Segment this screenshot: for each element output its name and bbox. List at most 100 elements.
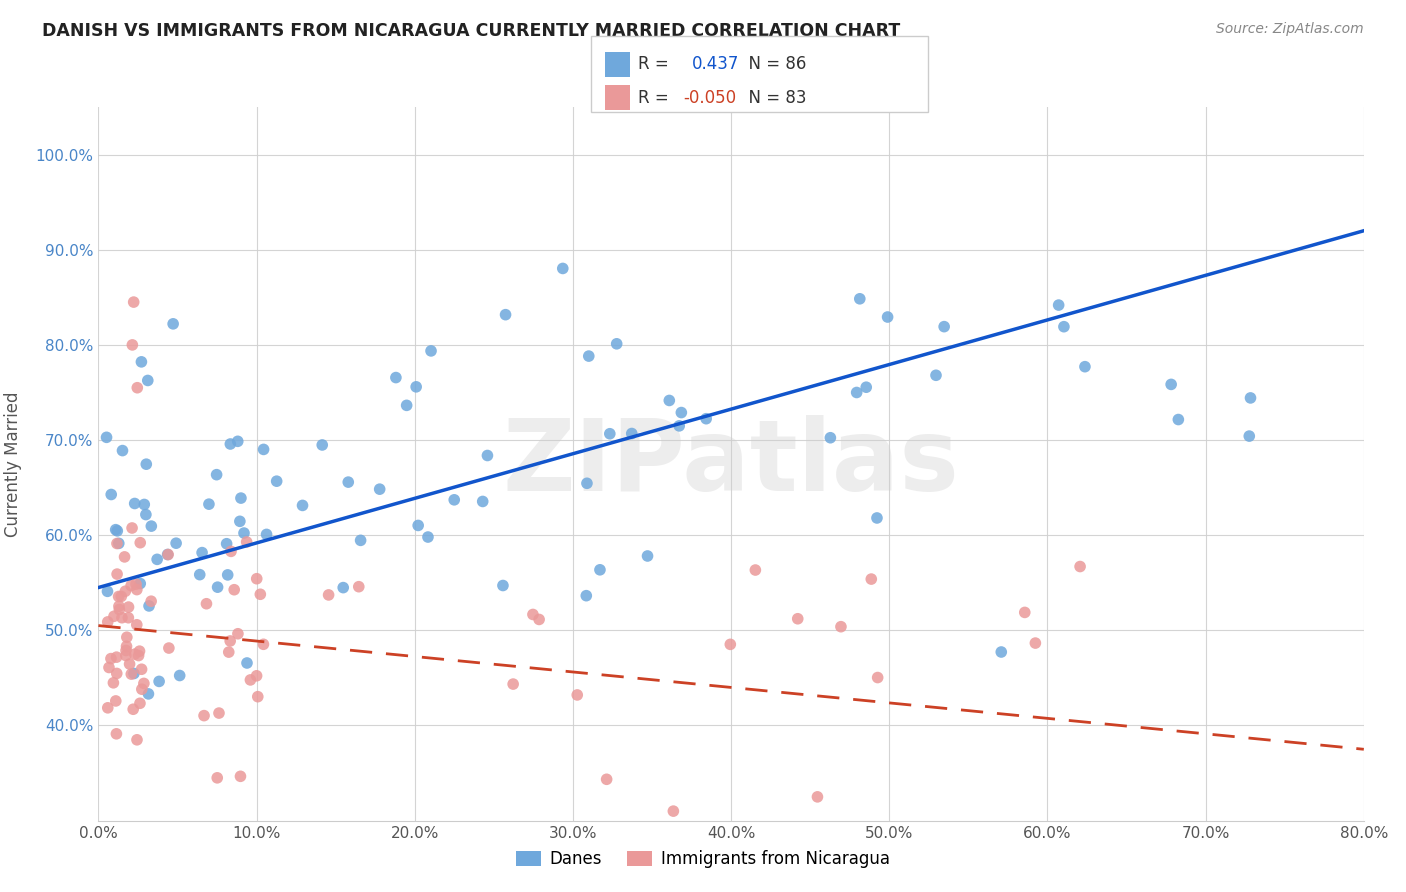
Point	[668, 418, 690, 433]
Point	[443, 492, 465, 507]
Point	[695, 411, 717, 425]
Point	[103, 609, 125, 624]
Point	[108, 602, 131, 616]
Text: ZIPatlas: ZIPatlas	[503, 416, 959, 512]
Point	[122, 295, 145, 310]
Point	[567, 688, 589, 702]
Point	[97, 615, 120, 629]
Point	[226, 626, 249, 640]
Point	[786, 612, 808, 626]
Text: 0.437: 0.437	[692, 55, 740, 73]
Point	[236, 656, 259, 670]
Point	[128, 648, 150, 663]
Point	[575, 476, 598, 491]
Point	[229, 769, 252, 783]
Point	[104, 523, 127, 537]
Point	[120, 667, 142, 681]
Point	[207, 771, 229, 785]
Point	[114, 549, 136, 564]
Point	[385, 370, 408, 384]
Point	[118, 657, 141, 671]
Point	[246, 690, 269, 704]
Point	[522, 607, 544, 622]
Point	[215, 537, 238, 551]
Point	[105, 666, 128, 681]
Point	[820, 431, 842, 445]
Point	[108, 599, 131, 614]
Point	[134, 498, 156, 512]
Point	[551, 261, 574, 276]
Point	[125, 732, 148, 747]
Point	[1047, 298, 1070, 312]
Point	[1069, 559, 1091, 574]
Point	[246, 572, 269, 586]
Point	[219, 544, 242, 558]
Point	[122, 666, 145, 681]
Point	[117, 611, 139, 625]
Point	[620, 426, 643, 441]
Point	[162, 317, 184, 331]
Point	[349, 533, 371, 548]
Point	[100, 651, 122, 665]
Point	[347, 580, 370, 594]
Point	[131, 662, 153, 676]
Point	[157, 548, 180, 562]
Point	[471, 494, 494, 508]
Point	[575, 589, 598, 603]
Point	[229, 491, 252, 505]
Text: -0.050: -0.050	[683, 89, 737, 107]
Point	[671, 406, 693, 420]
Point	[405, 380, 427, 394]
Text: R =: R =	[638, 55, 675, 73]
Point	[266, 474, 288, 488]
Point	[105, 567, 128, 582]
Point	[125, 582, 148, 597]
Point	[156, 548, 179, 562]
Point	[117, 600, 139, 615]
Point	[252, 637, 274, 651]
Point	[193, 708, 215, 723]
Point	[219, 437, 242, 451]
Point	[141, 594, 163, 608]
Point	[224, 582, 246, 597]
Point	[122, 702, 145, 716]
Point	[1239, 429, 1261, 443]
Point	[866, 511, 889, 525]
Point	[115, 643, 138, 657]
Point	[233, 526, 256, 541]
Point	[191, 546, 214, 560]
Point	[96, 584, 118, 599]
Point	[146, 552, 169, 566]
Point	[860, 572, 883, 586]
Point	[492, 578, 515, 592]
Point	[256, 527, 278, 541]
Point	[502, 677, 524, 691]
Point	[98, 660, 121, 674]
Point	[235, 535, 257, 549]
Point	[169, 668, 191, 682]
Point	[1160, 377, 1182, 392]
Point	[198, 497, 221, 511]
Point	[1014, 606, 1036, 620]
Point	[1024, 636, 1046, 650]
Point	[246, 669, 269, 683]
Point	[135, 457, 157, 471]
Text: Source: ZipAtlas.com: Source: ZipAtlas.com	[1216, 22, 1364, 37]
Point	[934, 319, 956, 334]
Point	[136, 374, 159, 388]
Point	[97, 701, 120, 715]
Point	[637, 549, 659, 563]
Point	[207, 580, 229, 594]
Point	[104, 694, 127, 708]
Text: R =: R =	[638, 89, 675, 107]
Point	[128, 644, 150, 658]
Point	[132, 676, 155, 690]
Point	[111, 443, 134, 458]
Point	[1053, 319, 1076, 334]
Point	[148, 674, 170, 689]
Y-axis label: Currently Married: Currently Married	[4, 391, 21, 537]
Point	[129, 696, 152, 710]
Point	[578, 349, 600, 363]
Point	[806, 789, 828, 804]
Point	[120, 579, 142, 593]
